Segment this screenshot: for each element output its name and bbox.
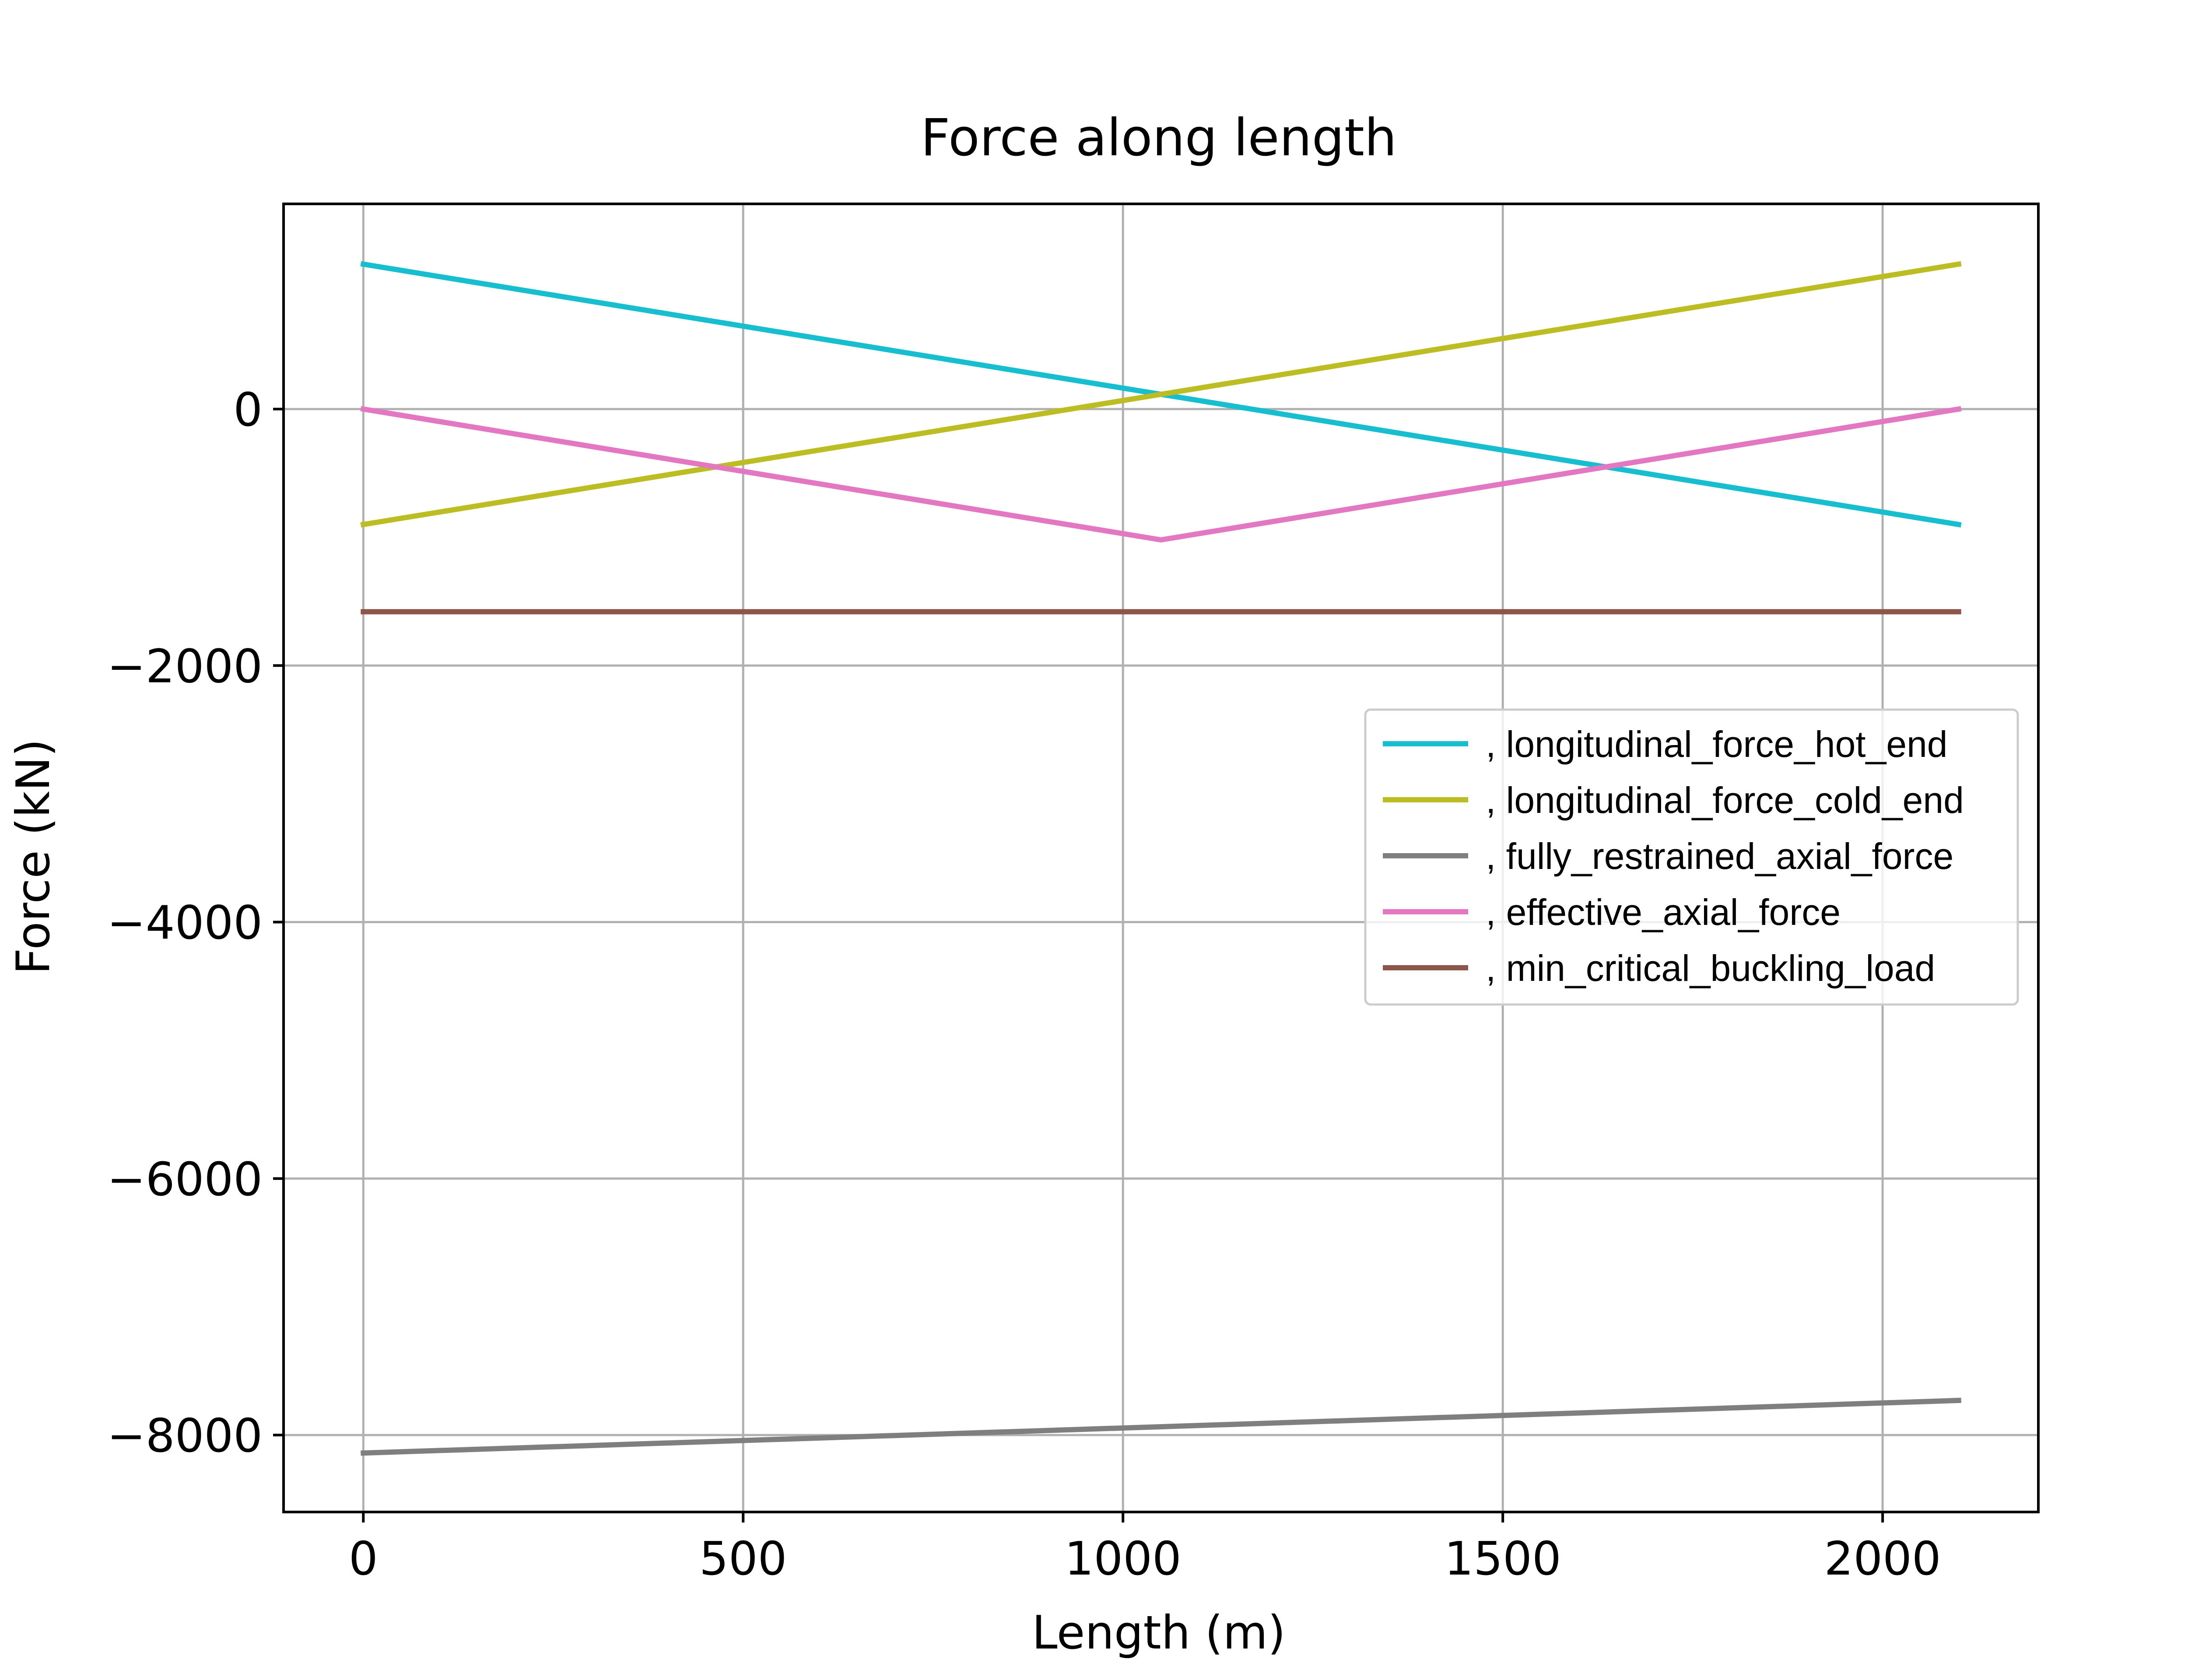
x-tick-label: 2000 <box>1824 1532 1941 1586</box>
x-tick-label: 1500 <box>1445 1532 1561 1586</box>
y-tick-label: −4000 <box>107 896 263 950</box>
series-lines <box>360 261 1962 1456</box>
x-tick-label: 500 <box>699 1532 787 1586</box>
y-tick-label: −6000 <box>107 1153 263 1206</box>
legend-label: , min_critical_buckling_load <box>1486 948 1935 989</box>
legend-label: , effective_axial_force <box>1486 892 1841 933</box>
legend-label: , longitudinal_force_cold_end <box>1486 780 1964 821</box>
legend-label: , longitudinal_force_hot_end <box>1486 724 1948 765</box>
series-line <box>360 261 1962 528</box>
x-axis-label: Length (m) <box>1032 1606 1286 1659</box>
legend-items: , longitudinal_force_hot_end , longitudin… <box>1383 724 1964 989</box>
y-tick-label: −2000 <box>107 640 263 693</box>
y-tick-label: 0 <box>233 383 263 437</box>
axis-ticks: 0 500 1000 1500 2000 0 −2000 −4000 −6000 −8000 <box>107 383 1941 1586</box>
legend-label: , fully_restrained_axial_force <box>1486 836 1953 877</box>
legend: , longitudinal_force_hot_end , longitudin… <box>1364 708 2019 1006</box>
series-line <box>361 1397 1961 1456</box>
legend-box <box>1364 708 2019 1006</box>
x-tick-label: 1000 <box>1065 1532 1182 1586</box>
grid <box>284 204 2038 1512</box>
plot-area-frame <box>282 203 2040 1513</box>
y-tick-label: −8000 <box>107 1409 263 1463</box>
x-tick-label: 0 <box>349 1532 378 1586</box>
chart-title: Force along length <box>921 108 1397 168</box>
y-axis-label: Force (kN) <box>7 739 60 975</box>
series-line <box>360 406 1962 542</box>
